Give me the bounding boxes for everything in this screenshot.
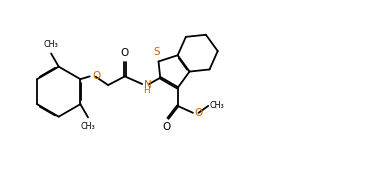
Text: S: S bbox=[154, 47, 160, 57]
Text: O: O bbox=[162, 122, 171, 132]
Text: H: H bbox=[144, 86, 150, 96]
Text: O: O bbox=[92, 71, 100, 81]
Text: CH₃: CH₃ bbox=[44, 40, 59, 49]
Text: CH₃: CH₃ bbox=[210, 101, 225, 110]
Text: CH₃: CH₃ bbox=[81, 122, 95, 131]
Text: O: O bbox=[194, 108, 203, 118]
Text: N: N bbox=[144, 80, 151, 90]
Text: O: O bbox=[121, 48, 129, 58]
